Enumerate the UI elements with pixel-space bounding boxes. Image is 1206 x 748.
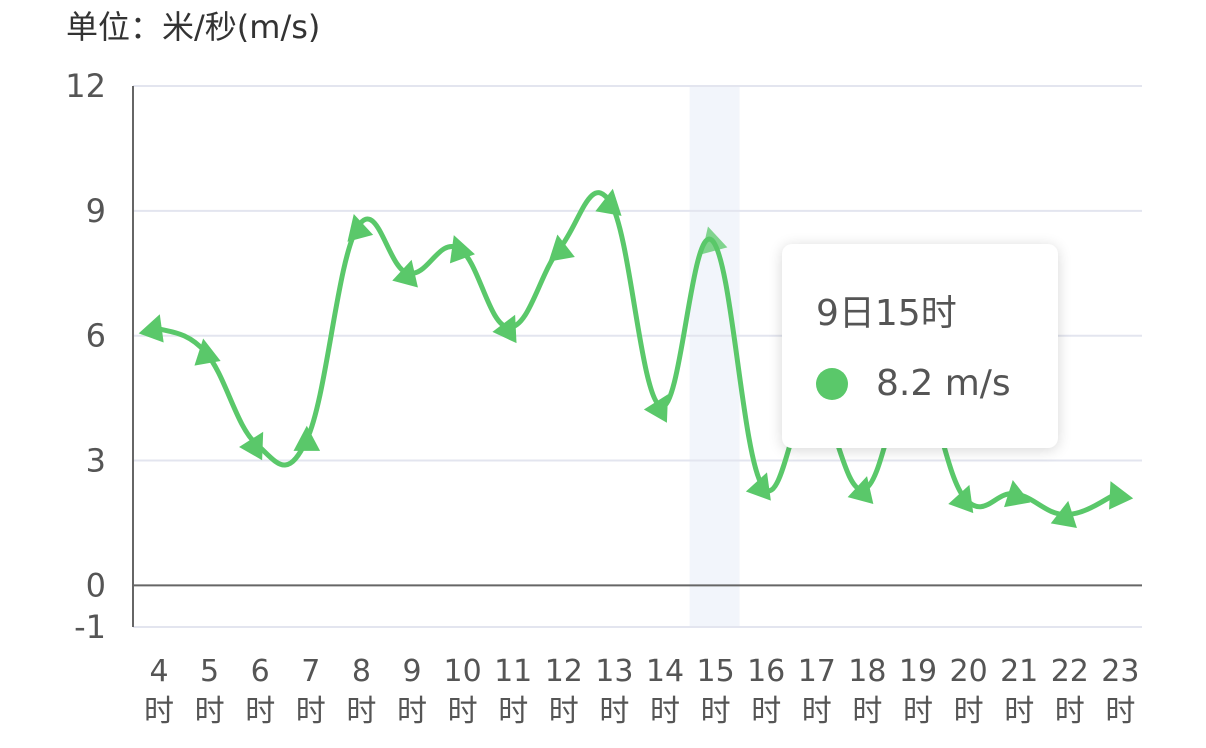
x-tick-suffix: 时 <box>701 694 731 729</box>
y-tick-label: 9 <box>86 192 106 230</box>
data-point-9[interactable] <box>392 256 424 288</box>
x-tick-suffix: 时 <box>650 694 680 729</box>
x-tick-number: 16 <box>747 654 785 689</box>
x-tick-suffix: 时 <box>1055 694 1085 729</box>
x-tick-suffix: 时 <box>245 694 275 729</box>
x-tick-suffix: 时 <box>751 694 781 729</box>
x-tick-number: 5 <box>200 654 219 689</box>
data-point-7[interactable] <box>293 425 321 451</box>
data-point-5[interactable] <box>190 336 221 366</box>
unit-label: 单位：米/秒(m/s) <box>66 8 320 46</box>
highlight-band <box>689 86 740 627</box>
x-tick-number: 4 <box>149 654 168 689</box>
tooltip-value: 8.2 m/s <box>876 363 1011 404</box>
x-tick-number: 14 <box>646 654 684 689</box>
x-tick-number: 21 <box>1000 654 1038 689</box>
x-tick-number: 23 <box>1101 654 1139 689</box>
axis-layer <box>132 86 1142 627</box>
data-point-21[interactable] <box>1000 478 1031 508</box>
x-tick-suffix: 时 <box>144 694 174 729</box>
x-tick-suffix: 时 <box>1105 694 1135 729</box>
x-tick-suffix: 时 <box>346 694 376 729</box>
data-point-11[interactable] <box>492 309 527 344</box>
x-tick-number: 12 <box>545 654 583 689</box>
data-point-15[interactable] <box>695 223 728 255</box>
tooltip-row: 8.2 m/s <box>816 364 1011 404</box>
data-point-23[interactable] <box>1098 475 1134 510</box>
tooltip-title: 9日15时 <box>816 293 957 334</box>
tooltip: 9日15时 8.2 m/s <box>782 244 1058 448</box>
y-tick-layer: 12 9 6 3 0 -1 <box>65 67 106 646</box>
x-tick-suffix: 时 <box>448 694 478 729</box>
x-tick-number: 11 <box>494 654 532 689</box>
y-tick-label: 3 <box>86 442 106 480</box>
data-point-10[interactable] <box>441 231 475 264</box>
x-tick-suffix: 时 <box>397 694 427 729</box>
y-tick-label: 12 <box>65 67 106 105</box>
x-tick-number: 18 <box>848 654 886 689</box>
x-tick-suffix: 时 <box>549 694 579 729</box>
data-point-20[interactable] <box>948 480 982 514</box>
x-tick-number: 7 <box>301 654 320 689</box>
x-tick-number: 20 <box>950 654 988 689</box>
data-point-16[interactable] <box>745 468 780 501</box>
x-tick-number: 9 <box>402 654 421 689</box>
x-tick-suffix: 时 <box>802 694 832 729</box>
data-point-12[interactable] <box>544 232 575 262</box>
x-tick-number: 6 <box>251 654 270 689</box>
data-point-18[interactable] <box>847 473 880 504</box>
x-tick-suffix: 时 <box>296 694 326 729</box>
x-tick-number: 10 <box>444 654 482 689</box>
x-tick-layer: 4时5时6时7时8时9时10时11时12时13时14时15时16时17时18时1… <box>144 654 1139 729</box>
x-tick-suffix: 时 <box>599 694 629 729</box>
x-tick-suffix: 时 <box>1004 694 1034 729</box>
data-point-8[interactable] <box>341 211 374 242</box>
x-tick-number: 13 <box>595 654 633 689</box>
data-point-22[interactable] <box>1050 499 1082 528</box>
data-point-14[interactable] <box>643 388 680 423</box>
x-tick-number: 8 <box>352 654 371 689</box>
y-tick-label: -1 <box>74 608 106 646</box>
y-tick-label: 0 <box>86 566 106 604</box>
y-tick-label: 6 <box>86 317 106 355</box>
x-tick-suffix: 时 <box>954 694 984 729</box>
x-tick-number: 22 <box>1051 654 1089 689</box>
tooltip-dot-icon <box>816 368 848 400</box>
x-tick-suffix: 时 <box>195 694 225 729</box>
x-tick-suffix: 时 <box>903 694 933 729</box>
highlight-band-layer <box>689 86 740 627</box>
x-tick-number: 15 <box>697 654 735 689</box>
data-point-4[interactable] <box>138 310 173 343</box>
x-tick-number: 19 <box>899 654 937 689</box>
data-point-13[interactable] <box>595 186 626 216</box>
x-tick-suffix: 时 <box>852 694 882 729</box>
x-tick-number: 17 <box>798 654 836 689</box>
x-tick-suffix: 时 <box>498 694 528 729</box>
data-point-6[interactable] <box>239 425 275 461</box>
